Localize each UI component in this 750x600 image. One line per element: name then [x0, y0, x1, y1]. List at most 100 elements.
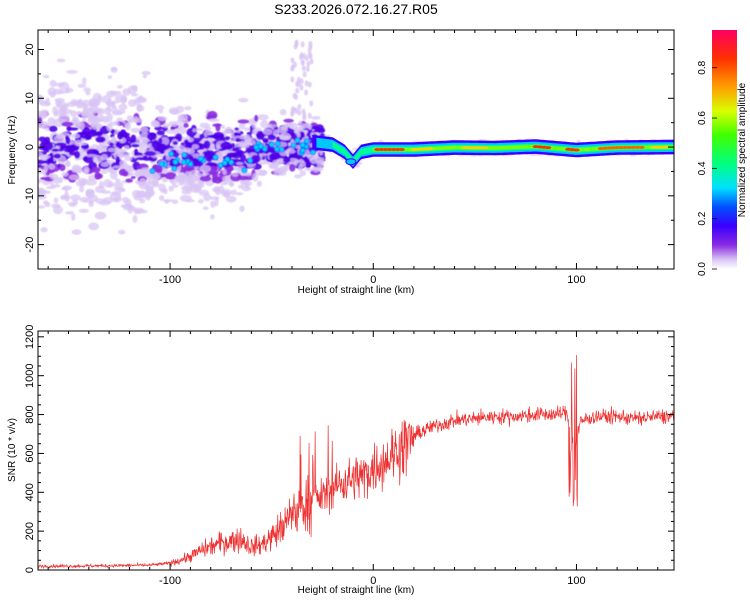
heatmap-cell — [220, 124, 225, 129]
heatmap-cell — [111, 105, 118, 115]
heatmap-cell — [290, 65, 295, 72]
heatmap-cell — [123, 145, 130, 150]
heatmap-cell — [312, 166, 320, 173]
heatmap-cell — [53, 197, 59, 204]
colorbar-tick-label: 0.6 — [697, 111, 708, 125]
heatmap-cell — [203, 130, 213, 136]
heatmap-cell — [296, 132, 301, 139]
heatmap-cell — [172, 184, 179, 188]
heatmap-cell — [164, 172, 177, 180]
heatmap-cell — [76, 111, 83, 115]
heatmap-cell — [179, 194, 192, 202]
heatmap-cell — [241, 180, 253, 187]
heatmap-cell — [38, 179, 42, 184]
y-tick-label: 1200 — [24, 325, 36, 349]
heatmap-cell — [221, 159, 228, 166]
heatmap-cell — [210, 200, 216, 208]
heatmap-cell — [251, 173, 259, 182]
colorbar-gradient — [712, 30, 737, 269]
heatmap-cell — [128, 119, 134, 124]
heatmap-cell — [299, 147, 306, 154]
y-tick-label: 800 — [24, 405, 36, 423]
heatmap-cell — [266, 123, 273, 129]
heatmap-cell — [176, 118, 189, 125]
heatmap-cell — [58, 90, 67, 94]
heatmap-cell — [180, 159, 187, 166]
heatmap-cell — [131, 144, 140, 148]
x-tick-label: -100 — [159, 575, 181, 587]
heatmap-cell — [308, 53, 313, 60]
heatmap-cell — [132, 214, 138, 223]
heatmap-cell — [261, 145, 268, 152]
heatmap-cell — [217, 162, 224, 169]
heatmap-cell — [150, 120, 159, 127]
heatmap-cell — [246, 139, 256, 146]
colorbar-tick-label: 0.4 — [697, 161, 708, 175]
heatmap-cell — [244, 127, 251, 132]
heatmap-cell — [38, 122, 46, 129]
heatmap-cell — [44, 141, 53, 151]
heatmap-cell — [69, 138, 75, 146]
heatmap-cell — [49, 173, 59, 180]
y-tick-label: 0 — [24, 567, 36, 573]
heatmap-cell — [198, 198, 204, 204]
y-tick-label: -10 — [24, 188, 36, 204]
heatmap-cell — [48, 163, 56, 170]
heatmap-ridge — [312, 134, 674, 169]
heatmap-cell — [305, 160, 310, 169]
heatmap-cell — [83, 109, 92, 114]
heatmap-cell — [166, 129, 178, 135]
heatmap-cell — [158, 195, 165, 201]
heatmap-cell — [576, 139, 581, 143]
heatmap-cell — [133, 148, 139, 156]
heatmap-cell — [127, 205, 134, 214]
heatmap-cell — [302, 71, 307, 78]
heatmap-cell — [89, 97, 97, 106]
heatmap-cell — [53, 205, 63, 215]
heatmap-ridge-band — [373, 144, 674, 152]
heatmap-cell — [251, 155, 261, 164]
heatmap-cell — [262, 138, 269, 142]
heatmap-cell — [289, 163, 296, 172]
heatmap-cell — [66, 126, 72, 132]
heatmap-cell — [131, 85, 138, 91]
heatmap-cell — [195, 128, 204, 132]
heatmap-cell — [168, 120, 179, 128]
heatmap-cell — [306, 60, 311, 67]
heatmap-cell — [53, 153, 61, 159]
heatmap-cell — [107, 166, 115, 173]
heatmap-cell — [144, 151, 156, 156]
heatmap-cell — [106, 99, 112, 106]
heatmap-cell — [251, 123, 257, 129]
heatmap-cell — [54, 97, 65, 103]
heatmap-cell — [175, 126, 188, 135]
heatmap-cell — [106, 90, 117, 98]
heatmap-cell — [82, 77, 87, 85]
heatmap-cell — [138, 146, 148, 153]
heatmap-cell — [241, 167, 248, 174]
heatmap-cell — [88, 222, 99, 231]
heatmap-cell — [107, 147, 118, 153]
heatmap-cell — [294, 174, 302, 179]
heatmap-cell — [130, 127, 141, 133]
heatmap-cell — [278, 146, 285, 153]
heatmap-cell — [82, 156, 88, 162]
heatmap-cell — [107, 184, 113, 188]
heatmap-cell — [236, 161, 244, 166]
heatmap-cell — [300, 41, 305, 48]
heatmap-cell — [224, 175, 230, 182]
heatmap-cell — [277, 126, 289, 134]
heatmap-cell — [232, 167, 242, 171]
heatmap-cell — [108, 121, 120, 126]
heatmap-cell — [70, 133, 81, 139]
heatmap-cell — [215, 144, 221, 151]
colorbar: 0.0 0.2 0.4 0.6 0.8 Normalized spectral ampl… — [697, 30, 748, 276]
heatmap-cell — [304, 80, 309, 87]
heatmap-cell — [168, 185, 174, 192]
heatmap-cell — [40, 110, 47, 120]
heatmap-cell — [90, 166, 101, 173]
heatmap-cell — [218, 185, 225, 194]
heatmap-cell — [238, 97, 249, 103]
heatmap-cell — [125, 178, 133, 183]
